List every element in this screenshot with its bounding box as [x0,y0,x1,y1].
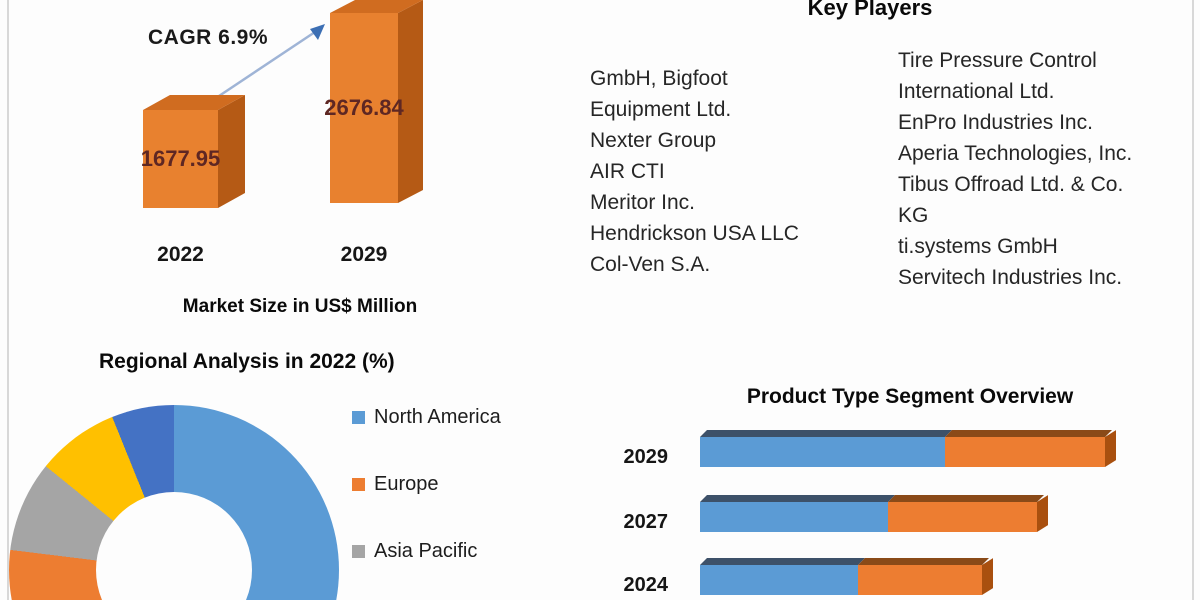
product-bar-segment [888,502,1037,532]
product-bar-segment [700,502,888,532]
regional-analysis-title: Regional Analysis in 2022 (%) [99,350,395,373]
regional-donut-chart [9,405,339,600]
product-year-label: 2029 [623,446,669,468]
product-bar-top-face [700,430,952,437]
key-player-item: Col-Ven S.A. [590,253,711,276]
bar-value-label: 2676.84 [324,95,404,120]
key-player-item: GmbH, Bigfoot [590,67,728,90]
donut-hole [96,492,252,600]
product-bar-top-face [858,558,989,565]
legend-label: Europe [374,472,439,495]
key-player-item: Servitech Industries Inc. [898,266,1123,289]
key-player-item: Aperia Technologies, Inc. [898,142,1133,165]
key-player-item: ti.systems GmbH [898,235,1058,258]
bar-year-label: 2029 [340,243,388,266]
legend-label: North America [374,405,501,428]
product-bar-end-cap [1105,430,1116,467]
legend-item: Europe [352,471,501,497]
legend-swatch-icon [352,410,365,424]
key-player-item: Tire Pressure Control [898,49,1097,72]
frame-border-right [1192,0,1194,600]
key-player-item: Hendrickson USA LLC [590,222,799,245]
key-player-item: Meritor Inc. [590,191,696,214]
frame-border-left [7,0,9,600]
key-players-title: Key Players [807,0,933,20]
product-year-label: 2024 [623,574,669,596]
product-bar-top-face [945,430,1112,437]
product-bar-segment [945,437,1105,467]
key-players-column-left: GmbH, Bigfoot Equipment Ltd. Nexter Group A… [590,63,799,280]
legend-swatch-icon [352,477,365,491]
product-bar-end-cap [1037,495,1048,532]
key-players-column-right: Tire Pressure Control International Ltd. E… [898,45,1132,293]
key-player-item: AIR CTI [590,160,665,183]
key-player-item: KG [898,204,929,227]
key-player-item: Equipment Ltd. [590,98,732,121]
key-player-item: Tibus Offroad Ltd. & Co. [898,173,1124,196]
cagr-label: CAGR 6.9% [148,26,269,49]
product-bar-segment [858,565,982,595]
bar-front-face [330,13,398,203]
legend-label: Asia Pacific [374,539,478,562]
bar-year-label: 2022 [157,243,204,266]
bar-value-label: 1677.95 [140,146,221,171]
key-player-item: International Ltd. [898,80,1055,103]
market-size-caption: Market Size in US$ Million [182,296,418,317]
key-player-item: EnPro Industries Inc. [898,111,1093,134]
legend-item: Asia Pacific [352,538,501,564]
product-bar-segment [700,437,945,467]
product-bar-segment [700,565,858,595]
legend-swatch-icon [352,544,365,558]
key-player-item: Nexter Group [590,129,717,152]
product-bar-top-face [888,495,1044,502]
growth-arrow-icon [209,24,325,104]
product-bar-top-face [700,495,895,502]
product-bar-end-cap [982,558,993,595]
product-type-title: Product Type Segment Overview [746,385,1074,408]
product-bar-top-face [700,558,865,565]
product-year-label: 2027 [623,511,669,533]
regional-legend: North America Europe Asia Pacific [352,404,501,600]
bar-front-face [143,110,218,208]
legend-item: North America [352,404,501,430]
